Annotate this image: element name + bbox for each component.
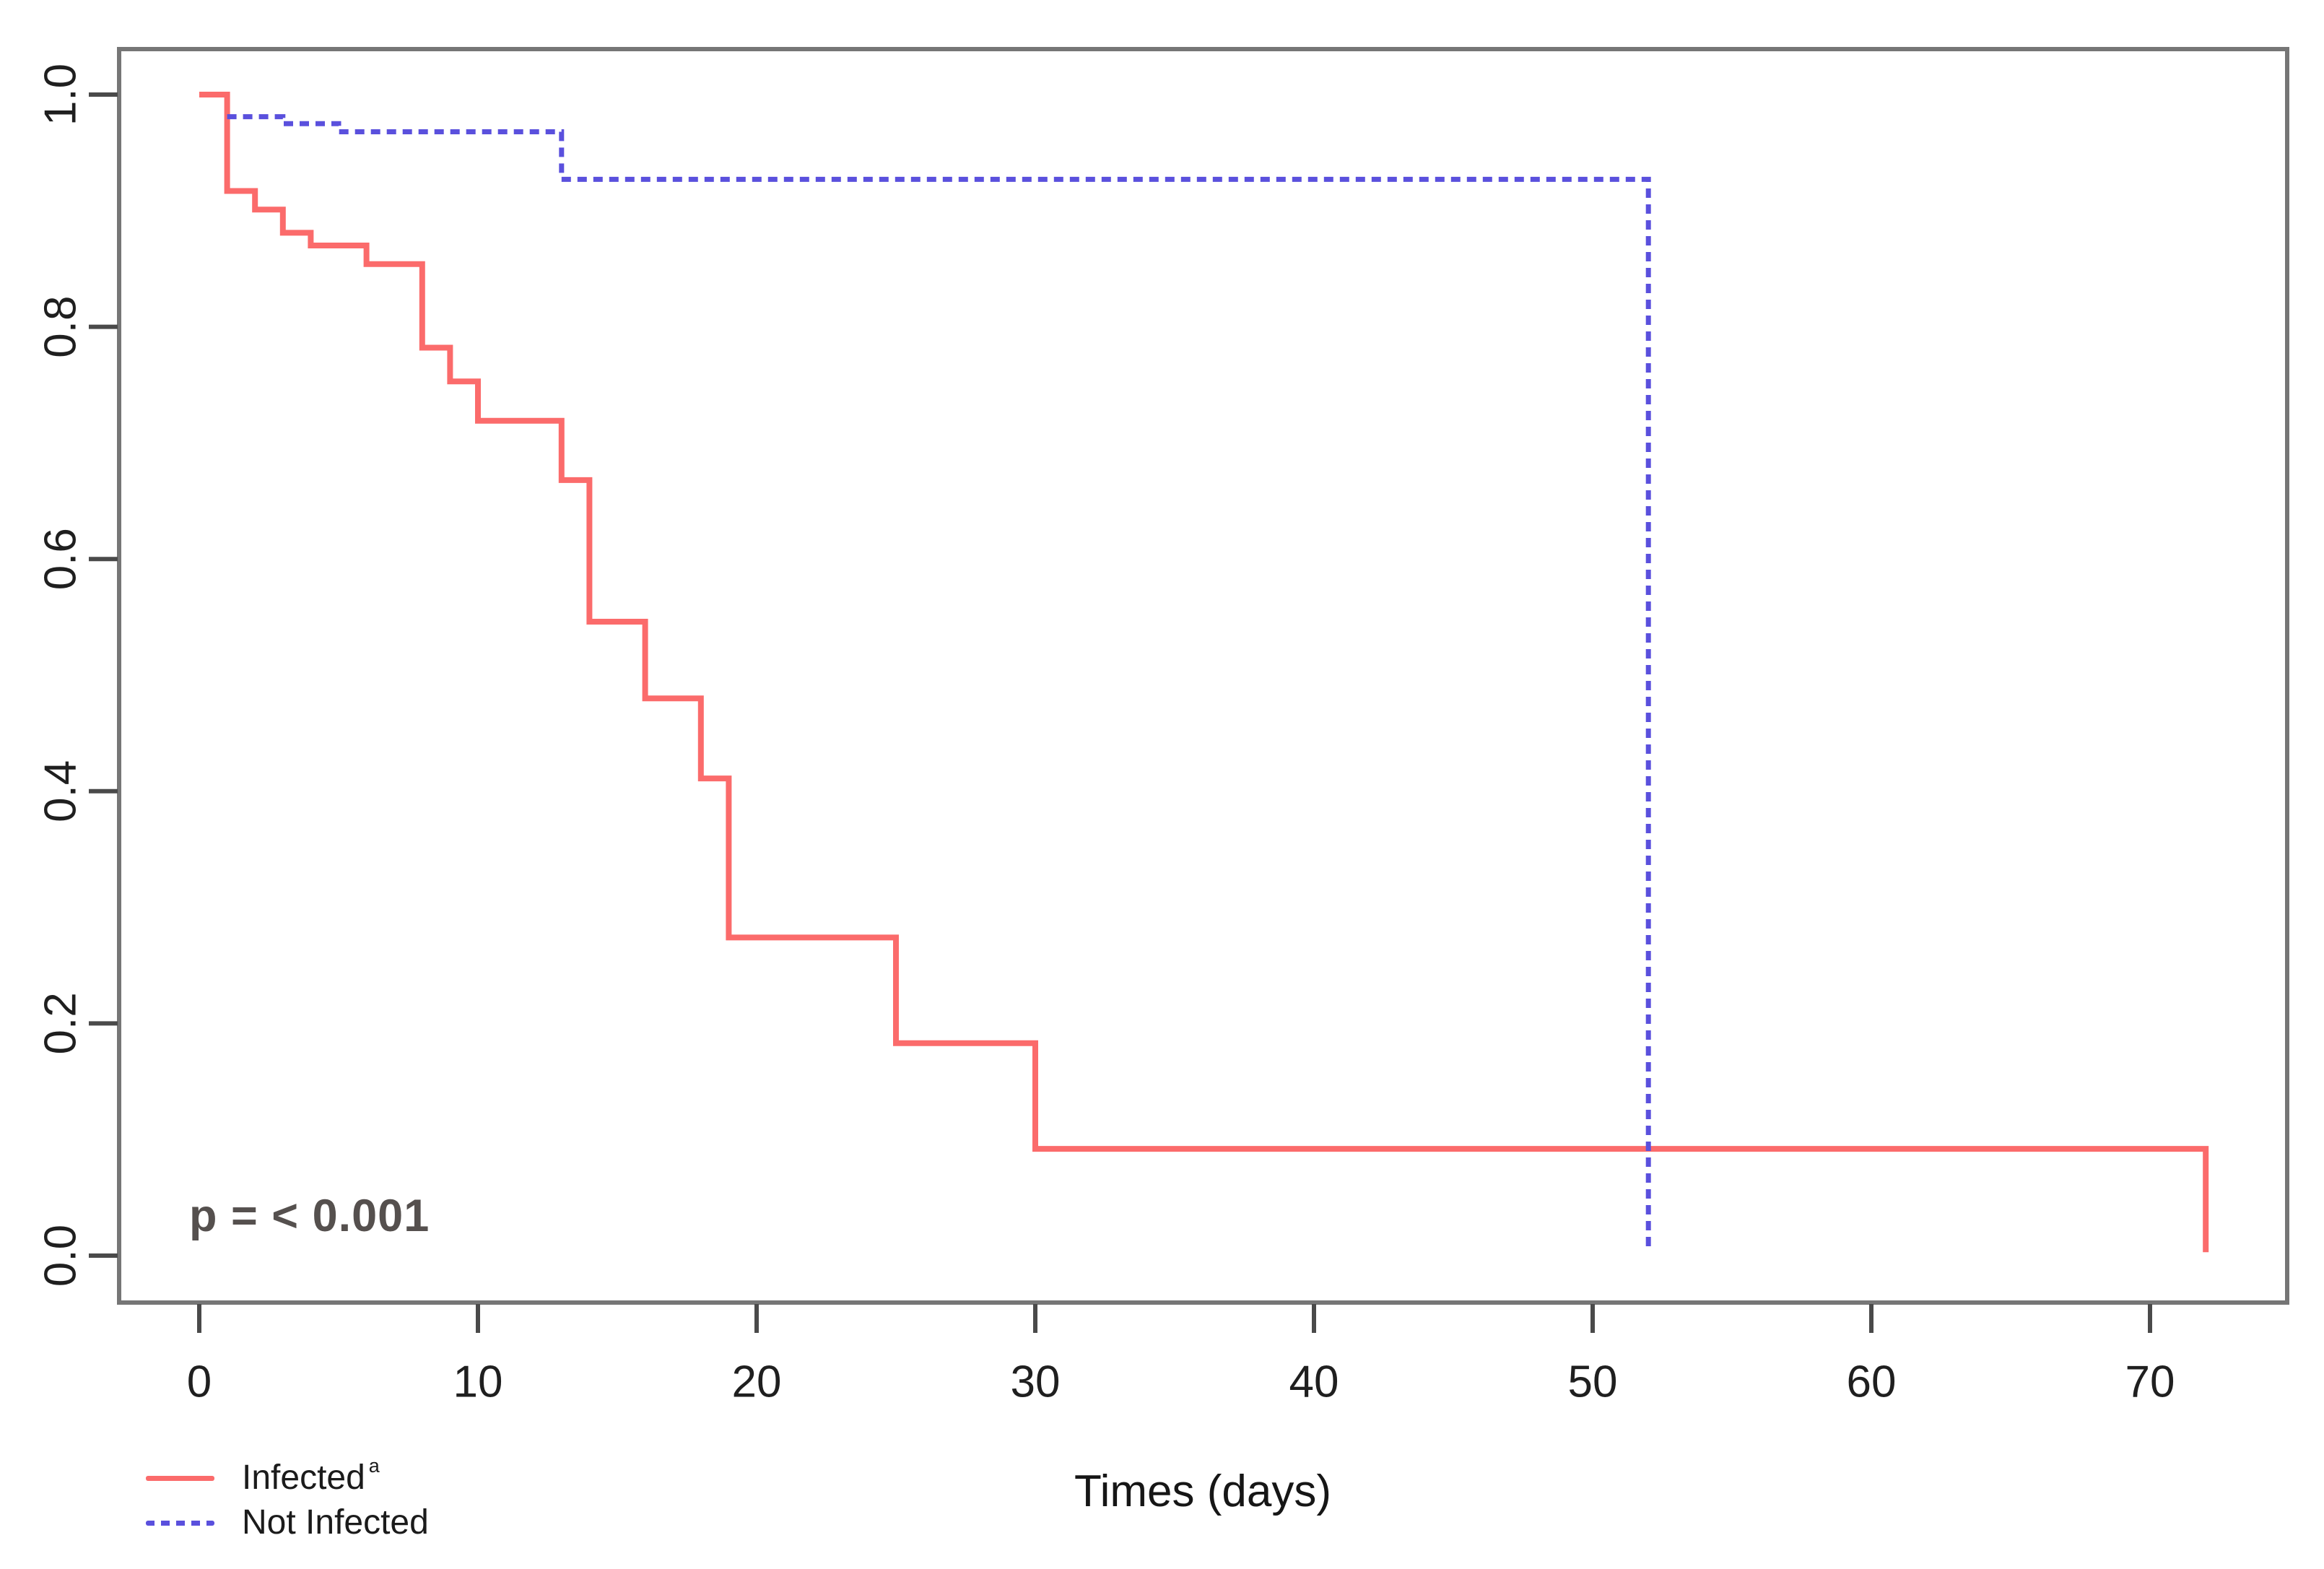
x-tick-label: 30: [1011, 1357, 1061, 1407]
p-value-annotation: p = < 0.001: [189, 1191, 430, 1241]
y-tick-label: 0.2: [36, 992, 86, 1054]
x-tick-label: 70: [2125, 1357, 2175, 1407]
y-tick-label: 0.0: [36, 1225, 86, 1287]
x-tick-label: 10: [453, 1357, 503, 1407]
legend-item-not-infected: Not Infected: [146, 1500, 429, 1545]
plot-border: [117, 47, 2289, 1305]
y-tick-label: 0.6: [36, 528, 86, 590]
legend-solid-line-icon: [146, 1475, 214, 1481]
x-tick-label: 20: [732, 1357, 782, 1407]
km-curve-not-infected: [227, 114, 1651, 1253]
legend-dashed-line-icon: [146, 1520, 214, 1526]
x-tick-label: 40: [1289, 1357, 1339, 1407]
legend-label-infected: Infected a: [242, 1456, 380, 1497]
x-tick-label: 60: [1847, 1357, 1897, 1407]
legend: Infected a Not Infected: [146, 1456, 429, 1545]
legend-label-infected-text: Infected: [242, 1459, 365, 1497]
x-tick-label: 0: [187, 1357, 212, 1407]
x-axis-title: Times (days): [1074, 1466, 1331, 1516]
km-curve-infected: [199, 92, 2209, 1253]
y-tick-label: 0.4: [36, 760, 86, 822]
legend-label-not-infected-text: Not Infected: [242, 1503, 429, 1542]
legend-label-not-infected: Not Infected: [242, 1505, 429, 1540]
y-tick-label: 1.0: [36, 64, 86, 126]
x-tick-label: 50: [1568, 1357, 1618, 1407]
legend-superscript-a: a: [368, 1455, 380, 1477]
legend-item-infected: Infected a: [146, 1456, 429, 1500]
y-tick-label: 0.8: [36, 295, 86, 357]
